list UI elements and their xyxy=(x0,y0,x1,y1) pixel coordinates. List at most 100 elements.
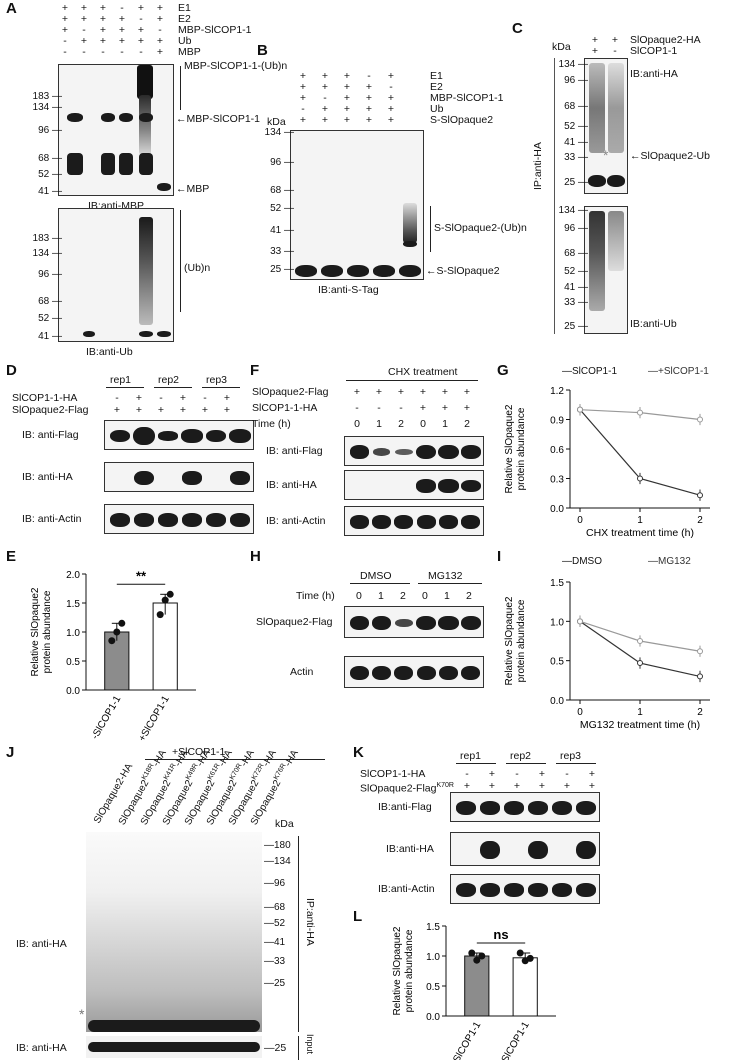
h-flag-blot xyxy=(344,606,484,638)
f-actin-band xyxy=(394,515,414,529)
b-kda: kDa xyxy=(267,116,286,128)
e-bar-chart: 0.0 0.5 1.0 1.5 2.0 -SlCOP1-1 +SlCOP1-1 ** Relat… xyxy=(30,568,196,742)
b-sign: + xyxy=(321,70,329,82)
y-tick-label: 0.0 xyxy=(426,1012,440,1023)
b-sign: + xyxy=(299,81,307,93)
h-group-label: DMSO xyxy=(360,570,392,582)
k-flag-band xyxy=(575,801,597,815)
j-marker: —68 xyxy=(264,902,286,913)
d-flag-band xyxy=(229,429,251,443)
h-actin-band xyxy=(416,665,436,681)
i-line-chart: 0.0 0.5 1.0 1.5 0 1 2 —DMSO —MG132 MG132 treatmen… xyxy=(504,556,710,731)
f-sign: + xyxy=(441,386,449,398)
b-marker: 52 — xyxy=(270,203,294,214)
a-marker: 183 — xyxy=(32,233,62,244)
a-marker: 96 — xyxy=(38,269,62,280)
data-point xyxy=(113,628,121,636)
d-sign: + xyxy=(223,404,231,416)
a-sign: - xyxy=(63,46,67,58)
x-category-label: +SlCOP1-1 xyxy=(137,694,172,742)
d-actin-band xyxy=(181,513,203,527)
f-sign: + xyxy=(463,402,471,414)
b-marker: 41 — xyxy=(270,225,294,236)
a-marker: 134 — xyxy=(32,102,62,113)
b-sign: + xyxy=(365,103,373,115)
b-sign: + xyxy=(343,92,351,104)
j-marker: —41 xyxy=(264,937,286,948)
b-sign: - xyxy=(389,81,393,93)
k-sign: + xyxy=(488,768,496,780)
a-sign: + xyxy=(156,46,164,58)
y-axis-label: protein abundance xyxy=(404,929,415,1012)
k-sign: - xyxy=(515,768,519,780)
b-row-label: E2 xyxy=(430,81,443,93)
k-row-label: SlOpaque2-FlagK70R xyxy=(360,782,454,795)
data-point xyxy=(118,619,126,627)
k-actin-band xyxy=(503,883,525,897)
a-sign: + xyxy=(80,2,88,14)
h-actin-ib-label: Actin xyxy=(290,666,314,678)
k-sign: + xyxy=(588,780,596,792)
b-sign: + xyxy=(321,81,329,93)
g-line-chart: 0.0 0.3 0.6 0.9 1.2 0 1 2 —SlCOP1-1 —+SlCOP1-1 CHX… xyxy=(504,366,710,539)
k-ha-band xyxy=(528,840,548,860)
j-marker: —180 xyxy=(264,840,291,851)
x-category-label: -SlCOP1-1 xyxy=(90,694,124,742)
f-flag-ib-label: IB: anti-Flag xyxy=(266,445,323,457)
j-blot-input-ha xyxy=(86,1036,262,1058)
d-flag-band xyxy=(181,429,203,443)
b-marker: 68 — xyxy=(270,185,294,196)
c-sign: + xyxy=(591,34,599,46)
b-sign: + xyxy=(343,114,351,126)
j-marker: —134 xyxy=(264,856,291,867)
data-point xyxy=(637,638,643,644)
a-sign: + xyxy=(99,2,107,14)
c-blot-anti-ha: * xyxy=(584,58,628,194)
f-flag-band xyxy=(394,448,413,456)
k-flag-band xyxy=(479,801,501,815)
k-sign: + xyxy=(513,780,521,792)
data-point xyxy=(161,596,169,604)
j-ip-label: IP:anti-HA xyxy=(304,898,316,946)
bar xyxy=(512,957,538,1017)
k-sign: + xyxy=(588,768,596,780)
j-input-label: Input xyxy=(305,1034,315,1055)
b-sign: + xyxy=(387,92,395,104)
k-sign: + xyxy=(488,780,496,792)
b-annotation-s-slopaque2: ←S-SlOpaque2 xyxy=(426,265,500,277)
a-marker: 52 — xyxy=(38,169,62,180)
y-axis-label: Relative SlOpaque2 xyxy=(30,587,41,676)
c-marker: 25 — xyxy=(564,177,588,188)
y-tick-label: 0.0 xyxy=(66,686,80,697)
h-flag-band xyxy=(416,615,437,631)
d-rep-line xyxy=(106,387,144,388)
a-sign: + xyxy=(156,35,164,47)
d-ha-blot xyxy=(104,462,254,492)
h-actin-band xyxy=(372,665,391,681)
data-point xyxy=(108,637,116,645)
j-ib-anti-ha-main: IB: anti-HA xyxy=(16,938,67,950)
c-row-label: SlOpaque2-HA xyxy=(630,34,701,46)
y-tick-label: 1.5 xyxy=(426,922,440,933)
j-marker: —25 xyxy=(264,978,286,989)
panel-label-i: I xyxy=(497,548,502,565)
j-blot-ip xyxy=(86,832,262,1032)
a-sign: + xyxy=(156,2,164,14)
c-marker: 68 — xyxy=(564,248,588,259)
a-sign: + xyxy=(80,13,88,25)
f-sign: 1 xyxy=(442,418,448,430)
sig-label: ns xyxy=(493,927,508,942)
h-time: 0 xyxy=(422,590,428,602)
h-flag-band xyxy=(438,615,459,631)
k-rep-label: rep3 xyxy=(560,750,582,762)
y-axis-label: protein abundance xyxy=(42,590,53,673)
k-sign: + xyxy=(538,780,546,792)
f-flag-band xyxy=(416,444,437,460)
k-rep-label: rep1 xyxy=(460,750,482,762)
a-sign: + xyxy=(99,13,107,25)
data-point xyxy=(577,618,583,625)
d-flag-band xyxy=(133,426,155,446)
b-sign: + xyxy=(387,70,395,82)
f-sign: - xyxy=(377,402,381,414)
a-marker: 41 — xyxy=(38,186,62,197)
